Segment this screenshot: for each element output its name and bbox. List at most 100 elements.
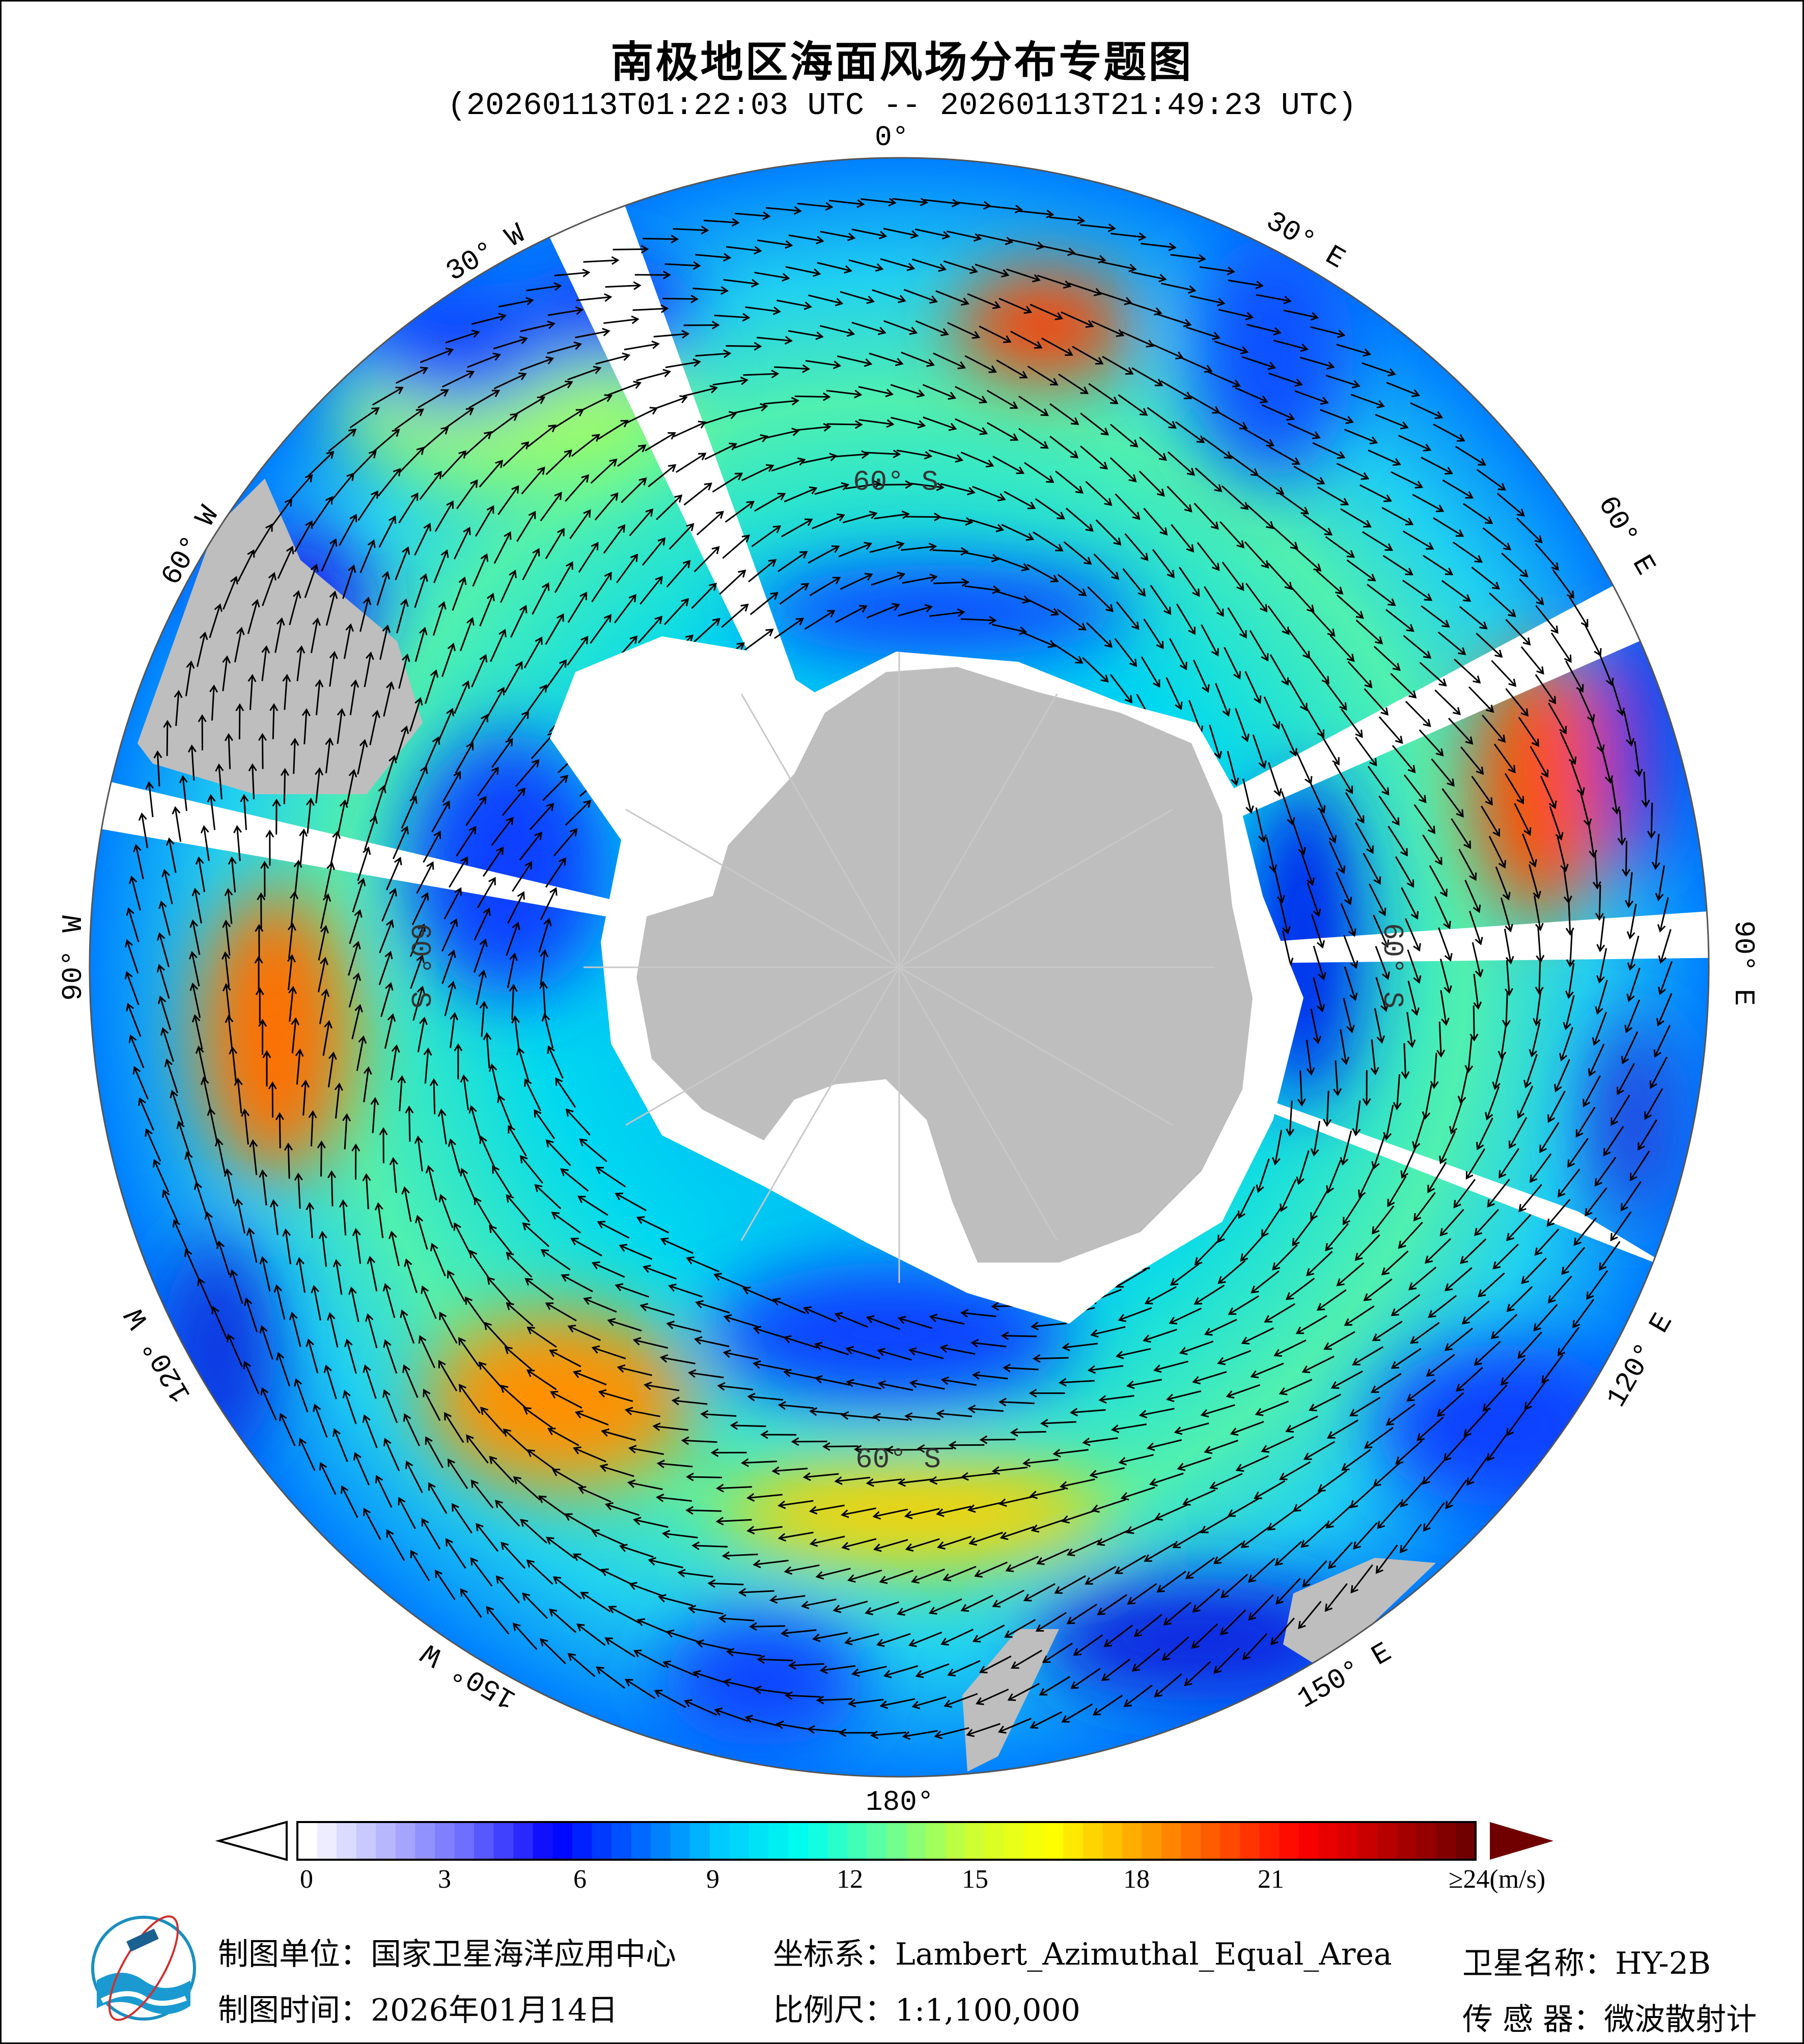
wind-arrow xyxy=(523,1407,553,1429)
wind-arrow xyxy=(1143,619,1164,650)
wind-arrow xyxy=(1194,1284,1225,1305)
wind-arrow xyxy=(577,1486,612,1503)
wind-arrow xyxy=(1401,887,1419,920)
wind-arrow xyxy=(425,1165,437,1200)
wind-arrow xyxy=(469,1250,491,1280)
wind-arrow xyxy=(1530,746,1549,778)
wind-arrow xyxy=(634,270,671,279)
wind-arrow xyxy=(1125,1517,1159,1534)
wind-arrow xyxy=(1325,1223,1349,1251)
wind-arrow xyxy=(784,486,818,502)
wind-arrow xyxy=(1363,1278,1393,1301)
wind-arrow xyxy=(1273,867,1286,904)
wind-arrow xyxy=(377,468,401,497)
wind-arrow xyxy=(1368,450,1401,466)
wind-arrow xyxy=(590,458,618,484)
wind-arrow xyxy=(520,1155,543,1184)
wind-arrow xyxy=(955,386,988,404)
wind-arrow xyxy=(261,645,270,682)
wind-arrow xyxy=(686,1472,722,1481)
wind-arrow xyxy=(1285,1277,1315,1300)
wind-arrow xyxy=(346,769,357,805)
wind-arrow xyxy=(1153,1360,1188,1373)
colorbar-cell xyxy=(808,1822,828,1860)
colorbar-cell xyxy=(552,1822,573,1860)
wind-arrow xyxy=(619,1544,654,1558)
wind-arrow xyxy=(1469,911,1483,945)
wind-arrow xyxy=(751,525,782,547)
wind-arrow xyxy=(1362,1070,1371,1106)
wind-arrow xyxy=(940,1376,977,1386)
wind-arrow xyxy=(435,1570,456,1600)
wind-arrow xyxy=(826,389,863,399)
wind-arrow xyxy=(1220,1609,1246,1636)
wind-arrow xyxy=(1520,646,1544,675)
wind-arrow xyxy=(914,228,951,240)
wind-arrow xyxy=(666,559,691,588)
wind-arrow xyxy=(607,381,642,396)
colorbar-tick: 3 xyxy=(438,1865,451,1894)
wind-arrow xyxy=(1406,1379,1436,1402)
wind-arrow xyxy=(1568,596,1589,628)
wind-arrow xyxy=(1194,502,1219,530)
wind-arrow xyxy=(936,1409,973,1418)
wind-arrow xyxy=(1177,1457,1212,1471)
wind-arrow xyxy=(866,1315,900,1330)
wind-arrow xyxy=(1620,1181,1642,1212)
wind-arrow xyxy=(978,234,1014,245)
wind-arrow xyxy=(614,594,636,624)
wind-arrow xyxy=(1139,436,1167,461)
wind-arrow xyxy=(1320,734,1340,766)
wind-arrow xyxy=(1350,394,1385,409)
wind-arrow xyxy=(187,744,197,781)
wind-arrow xyxy=(1427,1162,1447,1193)
wind-arrow xyxy=(1111,232,1147,241)
wind-arrow xyxy=(940,1629,974,1646)
wind-arrow xyxy=(1226,1384,1260,1399)
wind-arrow xyxy=(696,1639,731,1651)
wind-arrow xyxy=(289,1311,301,1347)
wind-arrow xyxy=(337,799,348,835)
wind-arrow xyxy=(903,289,938,304)
wind-arrow xyxy=(1634,741,1643,777)
wind-arrow xyxy=(1091,1499,1126,1513)
wind-arrow xyxy=(683,321,720,330)
wind-arrow xyxy=(1031,1322,1067,1331)
wind-arrow xyxy=(419,470,442,500)
wind-arrow xyxy=(438,1194,454,1228)
wind-arrow xyxy=(976,1688,1009,1705)
wind-arrow xyxy=(306,1338,319,1374)
lon-label-0: 0° xyxy=(875,121,909,154)
wind-arrow xyxy=(471,313,507,325)
wind-arrow xyxy=(1152,549,1175,578)
wind-arrow xyxy=(1419,729,1444,757)
wind-arrow xyxy=(1300,851,1315,886)
wind-arrow xyxy=(1320,810,1337,844)
wind-arrow xyxy=(686,1256,719,1273)
wind-arrow xyxy=(129,875,141,911)
wind-arrow xyxy=(741,464,774,482)
wind-arrow xyxy=(960,615,997,625)
wind-arrow xyxy=(791,1437,827,1446)
wind-arrow xyxy=(845,1346,880,1360)
wind-arrow xyxy=(1533,990,1542,1026)
wind-arrow xyxy=(549,1390,582,1409)
wind-arrow xyxy=(1303,1441,1335,1460)
wind-arrow xyxy=(339,514,357,546)
wind-arrow xyxy=(1143,1329,1177,1343)
wind-arrow xyxy=(1500,897,1513,933)
wind-arrow xyxy=(1156,1571,1186,1593)
wind-arrow xyxy=(960,451,994,468)
wind-arrow xyxy=(502,787,526,816)
footer-satellite: 卫星名称：HY-2B xyxy=(1462,1946,1711,1981)
wind-arrow xyxy=(940,483,976,495)
wind-arrow xyxy=(819,325,855,337)
wind-arrow xyxy=(1309,780,1326,814)
colorbar-cell xyxy=(592,1822,613,1860)
wind-arrow xyxy=(1272,1130,1283,1166)
wind-arrow xyxy=(1485,1086,1500,1121)
wind-arrow xyxy=(1359,484,1392,502)
wind-arrow xyxy=(431,800,450,832)
wind-arrow xyxy=(666,1321,702,1333)
wind-arrow xyxy=(754,493,786,512)
